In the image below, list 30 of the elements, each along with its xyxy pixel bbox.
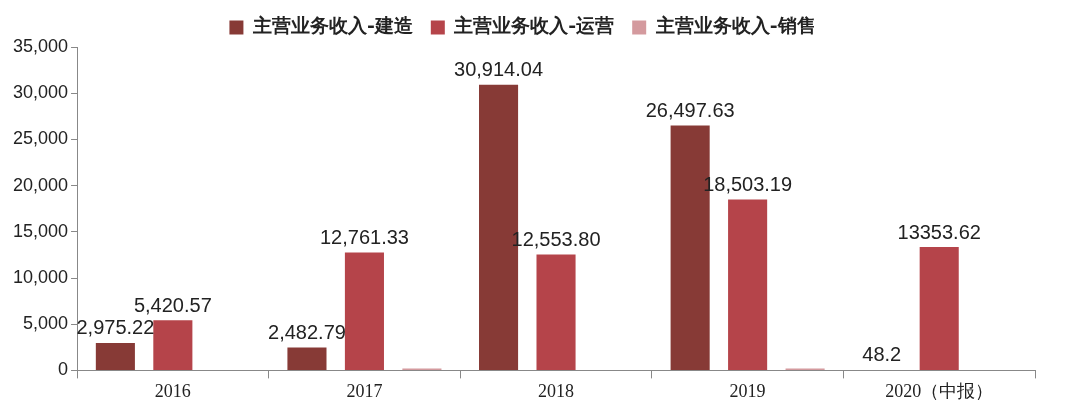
- data-label: 13353.62: [897, 220, 981, 243]
- x-tick-label: 2019: [729, 380, 766, 401]
- legend-label: 主营业务收入-运营: [453, 14, 615, 37]
- y-tick-label: 15,000: [12, 220, 69, 241]
- data-label: 2,482.79: [268, 320, 346, 343]
- y-tick-label: 0: [58, 359, 69, 380]
- bar: [536, 254, 576, 370]
- legend-label: 主营业务收入-销售: [654, 14, 816, 37]
- data-label: 30,914.04: [454, 58, 544, 81]
- data-label: 12,761.33: [319, 226, 409, 248]
- data-label: 26,497.63: [645, 99, 735, 122]
- y-tick-label: 20,000: [12, 174, 69, 195]
- x-tick-label: 2016: [154, 380, 191, 401]
- bar: [287, 347, 327, 370]
- y-tick-label: 30,000: [12, 82, 69, 103]
- data-label: 48.2: [862, 343, 902, 366]
- x-tick-label: 2017: [346, 380, 383, 401]
- y-tick-label: 10,000: [12, 266, 69, 287]
- y-tick-label: 25,000: [12, 128, 69, 149]
- bar: [95, 342, 135, 370]
- bar: [153, 320, 193, 370]
- bar: [919, 247, 959, 370]
- y-tick-label: 5,000: [23, 313, 69, 334]
- legend-label: 主营业务收入-建造: [251, 14, 414, 37]
- bar: [344, 252, 384, 370]
- y-tick-label: 35,000: [12, 35, 69, 56]
- data-label: 5,420.57: [133, 293, 212, 316]
- x-tick-label: 2020（中报）: [885, 380, 994, 401]
- bar: [728, 199, 768, 370]
- x-tick-label: 2018: [538, 380, 575, 401]
